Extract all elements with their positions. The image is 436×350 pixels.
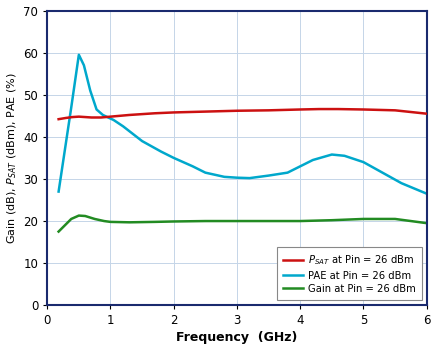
PAE at Pin = 26 dBm	[68, 105, 74, 110]
PAE at Pin = 26 dBm	[140, 139, 145, 143]
PAE at Pin = 26 dBm	[203, 170, 208, 175]
$P_{SAT}$ at Pin = 26 dBm	[70, 115, 75, 119]
$P_{SAT}$ at Pin = 26 dBm	[152, 111, 157, 116]
Gain at Pin = 26 dBm	[108, 220, 113, 224]
PAE at Pin = 26 dBm	[88, 89, 93, 93]
$P_{SAT}$ at Pin = 26 dBm	[234, 108, 239, 113]
$P_{SAT}$ at Pin = 26 dBm	[266, 108, 271, 112]
X-axis label: Frequency  (GHz): Frequency (GHz)	[176, 331, 298, 344]
PAE at Pin = 26 dBm	[171, 156, 176, 160]
PAE at Pin = 26 dBm	[247, 176, 252, 180]
PAE at Pin = 26 dBm	[81, 63, 86, 68]
$P_{SAT}$ at Pin = 26 dBm	[317, 107, 322, 111]
Legend: $P_{SAT}$ at Pin = 26 dBm, PAE at Pin = 26 dBm, Gain at Pin = 26 dBm: $P_{SAT}$ at Pin = 26 dBm, PAE at Pin = …	[277, 247, 422, 300]
$P_{SAT}$ at Pin = 26 dBm	[64, 116, 69, 120]
$P_{SAT}$ at Pin = 26 dBm	[171, 110, 176, 114]
Gain at Pin = 26 dBm	[92, 217, 97, 221]
Gain at Pin = 26 dBm	[127, 220, 132, 224]
Line: $P_{SAT}$ at Pin = 26 dBm: $P_{SAT}$ at Pin = 26 dBm	[58, 109, 427, 119]
Gain at Pin = 26 dBm	[62, 223, 68, 228]
$P_{SAT}$ at Pin = 26 dBm	[82, 115, 88, 119]
Gain at Pin = 26 dBm	[392, 217, 398, 221]
$P_{SAT}$ at Pin = 26 dBm	[76, 114, 82, 119]
PAE at Pin = 26 dBm	[298, 164, 303, 168]
Gain at Pin = 26 dBm	[56, 230, 61, 234]
PAE at Pin = 26 dBm	[190, 164, 195, 168]
$P_{SAT}$ at Pin = 26 dBm	[108, 114, 113, 119]
PAE at Pin = 26 dBm	[424, 191, 429, 196]
$P_{SAT}$ at Pin = 26 dBm	[361, 107, 366, 112]
$P_{SAT}$ at Pin = 26 dBm	[56, 117, 61, 121]
$P_{SAT}$ at Pin = 26 dBm	[392, 108, 398, 112]
PAE at Pin = 26 dBm	[56, 189, 61, 194]
Gain at Pin = 26 dBm	[171, 219, 176, 224]
Gain at Pin = 26 dBm	[361, 217, 366, 221]
$P_{SAT}$ at Pin = 26 dBm	[424, 112, 429, 116]
PAE at Pin = 26 dBm	[342, 154, 347, 158]
PAE at Pin = 26 dBm	[285, 170, 290, 175]
Gain at Pin = 26 dBm	[329, 218, 334, 222]
PAE at Pin = 26 dBm	[361, 160, 366, 164]
Gain at Pin = 26 dBm	[234, 219, 239, 223]
PAE at Pin = 26 dBm	[76, 52, 82, 57]
PAE at Pin = 26 dBm	[221, 175, 227, 179]
PAE at Pin = 26 dBm	[111, 118, 116, 122]
Gain at Pin = 26 dBm	[76, 214, 82, 218]
PAE at Pin = 26 dBm	[329, 153, 334, 157]
PAE at Pin = 26 dBm	[120, 124, 126, 128]
Gain at Pin = 26 dBm	[152, 220, 157, 224]
$P_{SAT}$ at Pin = 26 dBm	[89, 116, 94, 120]
$P_{SAT}$ at Pin = 26 dBm	[127, 113, 132, 117]
$P_{SAT}$ at Pin = 26 dBm	[336, 107, 341, 111]
PAE at Pin = 26 dBm	[266, 174, 271, 178]
PAE at Pin = 26 dBm	[399, 181, 404, 185]
Y-axis label: Gain (dB), $P_{SAT}$ (dBm), PAE (%): Gain (dB), $P_{SAT}$ (dBm), PAE (%)	[6, 72, 19, 244]
Gain at Pin = 26 dBm	[102, 219, 107, 223]
Line: Gain at Pin = 26 dBm: Gain at Pin = 26 dBm	[58, 216, 427, 232]
PAE at Pin = 26 dBm	[94, 107, 99, 112]
Gain at Pin = 26 dBm	[68, 217, 74, 221]
Gain at Pin = 26 dBm	[298, 219, 303, 223]
Gain at Pin = 26 dBm	[203, 219, 208, 223]
Gain at Pin = 26 dBm	[424, 221, 429, 225]
Gain at Pin = 26 dBm	[82, 214, 88, 218]
PAE at Pin = 26 dBm	[234, 176, 239, 180]
$P_{SAT}$ at Pin = 26 dBm	[203, 110, 208, 114]
PAE at Pin = 26 dBm	[380, 170, 385, 175]
PAE at Pin = 26 dBm	[100, 113, 106, 117]
Gain at Pin = 26 dBm	[266, 219, 271, 223]
PAE at Pin = 26 dBm	[158, 149, 164, 154]
$P_{SAT}$ at Pin = 26 dBm	[298, 107, 303, 112]
PAE at Pin = 26 dBm	[310, 158, 316, 162]
Line: PAE at Pin = 26 dBm: PAE at Pin = 26 dBm	[58, 55, 427, 194]
PAE at Pin = 26 dBm	[105, 115, 110, 119]
PAE at Pin = 26 dBm	[62, 147, 68, 152]
$P_{SAT}$ at Pin = 26 dBm	[99, 116, 104, 120]
